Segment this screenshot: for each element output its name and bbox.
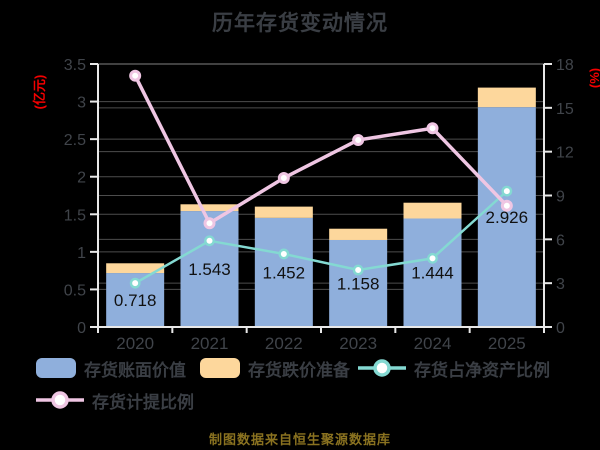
legend-label: 存货占净资产比例	[414, 360, 550, 380]
x-axis-label: 2025	[488, 334, 526, 353]
right-tick-label: 18	[556, 57, 574, 74]
bar-value-label: 1.452	[263, 263, 306, 282]
point-2020	[129, 69, 142, 82]
point-2025	[500, 199, 513, 212]
x-axis-label: 2024	[414, 334, 452, 353]
left-tick-label: 2	[77, 170, 86, 187]
point-2022	[278, 248, 290, 260]
point-2023	[352, 264, 364, 276]
legend-item-provision-ratio[interactable]: 存货计提比例	[36, 390, 194, 412]
reserve-swatch-icon	[200, 358, 240, 378]
bar-reserve-2025	[477, 87, 536, 108]
bar-book-value-2025	[477, 107, 536, 328]
right-axis-unit: (%)	[587, 68, 600, 88]
left-tick-label: 3	[77, 95, 86, 112]
left-tick-label: 1	[77, 245, 86, 262]
left-tick-label: 1.5	[64, 207, 86, 224]
right-tick-label: 3	[556, 276, 565, 293]
x-axis-label: 2022	[265, 334, 303, 353]
book-value-swatch-icon	[36, 358, 76, 378]
point-2023	[352, 133, 365, 146]
line-marker-icon	[358, 359, 406, 377]
bar-value-label: 0.718	[114, 291, 157, 310]
chart-legend: 存货账面价值 存货跌价准备 存货占净资产比例 存货计提比例	[0, 0, 600, 412]
legend-label: 存货跌价准备	[248, 360, 350, 380]
point-2024	[426, 122, 439, 135]
line-net-asset-ratio	[133, 189, 509, 285]
point-2022	[277, 171, 290, 184]
right-tick-label: 6	[556, 232, 565, 249]
legend-item-reserve[interactable]: 存货跌价准备	[200, 358, 350, 380]
right-tick-label: 9	[556, 189, 565, 206]
right-tick-label: 12	[556, 145, 574, 162]
x-axis-label: 2020	[116, 334, 154, 353]
point-2024	[427, 252, 438, 264]
bar-book-value-2023	[329, 239, 388, 327]
left-tick-label: 0.5	[64, 282, 86, 299]
point-2021	[204, 235, 215, 247]
left-tick-label: 0	[77, 320, 86, 337]
legend-item-book-value[interactable]: 存货账面价值	[36, 358, 186, 380]
bar-value-label: 1.444	[411, 264, 454, 283]
legend-label: 存货账面价值	[84, 360, 186, 380]
bar-book-value-2021	[180, 211, 239, 327]
right-tick-label: 15	[556, 101, 574, 118]
legend-item-net-asset-ratio[interactable]: 存货占净资产比例	[358, 358, 550, 380]
point-2025	[501, 185, 513, 197]
bar-value-label: 1.158	[337, 274, 380, 293]
right-tick-label: 0	[556, 320, 565, 337]
chart-title: 历年存货变动情况	[212, 12, 388, 35]
point-2020	[129, 277, 141, 289]
x-axis-label: 2023	[339, 334, 377, 353]
bar-reserve-2020	[106, 263, 165, 274]
bar-value-label: 1.543	[188, 260, 231, 279]
bar-reserve-2022	[254, 206, 313, 218]
line-provision-ratio	[133, 73, 509, 226]
left-axis-unit: (亿元)	[32, 75, 47, 110]
point-2021	[203, 217, 216, 230]
left-tick-label: 2.5	[64, 132, 86, 149]
bar-reserve-2024	[403, 202, 462, 219]
left-tick-label: 3.5	[64, 57, 86, 74]
bar-book-value-2024	[403, 218, 462, 327]
bar-reserve-2023	[329, 228, 388, 240]
bar-value-label: 2.926	[486, 208, 529, 227]
data-source-note: 制图数据来自恒生聚源数据库	[208, 432, 391, 447]
legend-label: 存货计提比例	[92, 392, 194, 412]
bar-book-value-2022	[254, 217, 313, 327]
bar-reserve-2021	[180, 204, 239, 212]
line-marker-icon	[36, 391, 84, 409]
x-axis-label: 2021	[191, 334, 229, 353]
